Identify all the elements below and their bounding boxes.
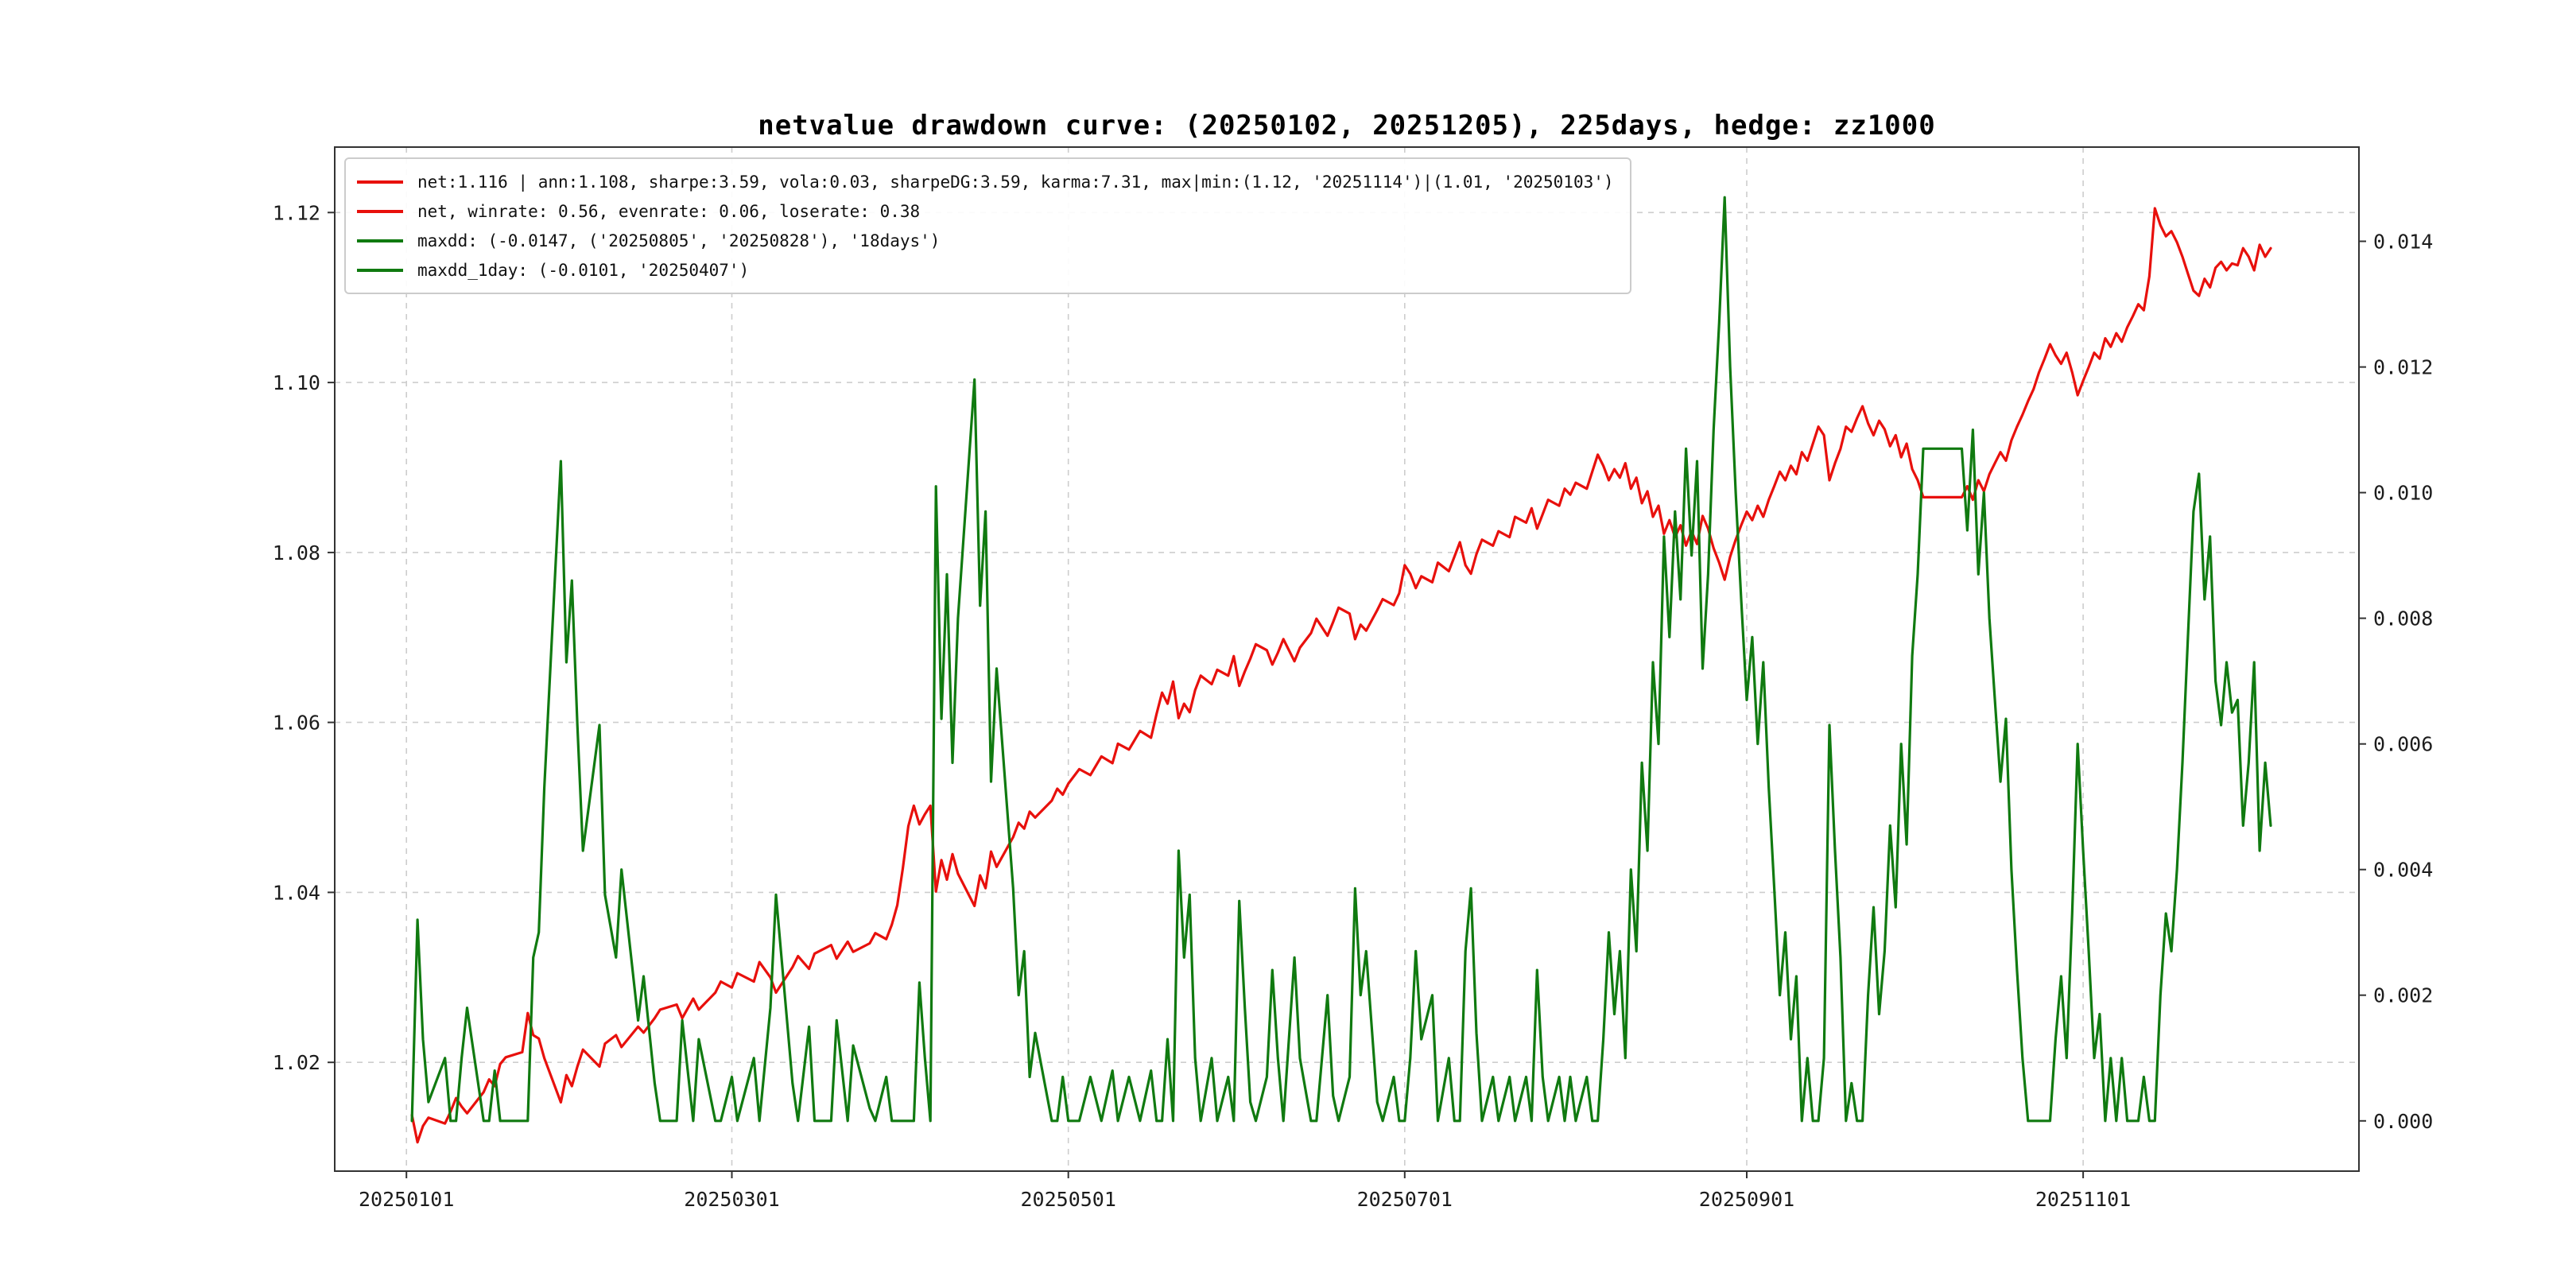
legend-label-maxdd-1day: maxdd_1day: (-0.0101, '20250407'): [417, 260, 750, 280]
left-tick-label: 1.12: [273, 201, 320, 224]
legend-item-maxdd: maxdd: (-0.0147, ('20250805', '20250828'…: [357, 226, 1614, 255]
right-tick-label: 0.010: [2373, 482, 2433, 505]
x-tick-label: 20250901: [1699, 1188, 1794, 1211]
left-tick-label: 1.08: [273, 541, 320, 564]
left-tick-label: 1.02: [273, 1051, 320, 1074]
x-tick-label: 20251101: [2035, 1188, 2131, 1211]
right-tick-label: 0.006: [2373, 733, 2433, 756]
legend-label-net-stats: net:1.116 | ann:1.108, sharpe:3.59, vola…: [417, 172, 1614, 192]
left-tick-label: 1.10: [273, 371, 320, 394]
x-tick-label: 20250701: [1357, 1188, 1453, 1211]
right-tick-label: 0.012: [2373, 356, 2433, 379]
x-tick-label: 20250101: [359, 1188, 454, 1211]
maxdd-1day-line-swatch: [357, 268, 403, 272]
right-tick-label: 0.008: [2373, 607, 2433, 630]
legend-label-maxdd: maxdd: (-0.0147, ('20250805', '20250828'…: [417, 231, 941, 250]
net-line-swatch: [357, 180, 403, 184]
left-tick-label: 1.04: [273, 881, 320, 904]
legend-label-net-winrate: net, winrate: 0.56, evenrate: 0.06, lose…: [417, 201, 921, 221]
legend-item-net-stats: net:1.116 | ann:1.108, sharpe:3.59, vola…: [357, 167, 1614, 196]
left-tick-label: 1.06: [273, 712, 320, 735]
drawdown-line: [410, 196, 2272, 1123]
right-tick-label: 0.014: [2373, 231, 2433, 254]
x-tick-label: 20250501: [1020, 1188, 1115, 1211]
right-tick-label: 0.004: [2373, 859, 2433, 882]
legend: net:1.116 | ann:1.108, sharpe:3.59, vola…: [344, 157, 1631, 294]
maxdd-line-swatch: [357, 239, 403, 242]
x-tick-label: 20250301: [684, 1188, 779, 1211]
chart-title: netvalue drawdown curve: (20250102, 2025…: [758, 110, 1936, 142]
right-tick-label: 0.000: [2373, 1110, 2433, 1133]
net-line: [410, 207, 2272, 1144]
axes-spine: [334, 146, 2360, 1172]
legend-item-maxdd-1day: maxdd_1day: (-0.0101, '20250407'): [357, 255, 1614, 285]
right-tick-label: 0.002: [2373, 984, 2433, 1007]
net-line-swatch: [357, 209, 403, 213]
legend-item-net-winrate: net, winrate: 0.56, evenrate: 0.06, lose…: [357, 196, 1614, 226]
